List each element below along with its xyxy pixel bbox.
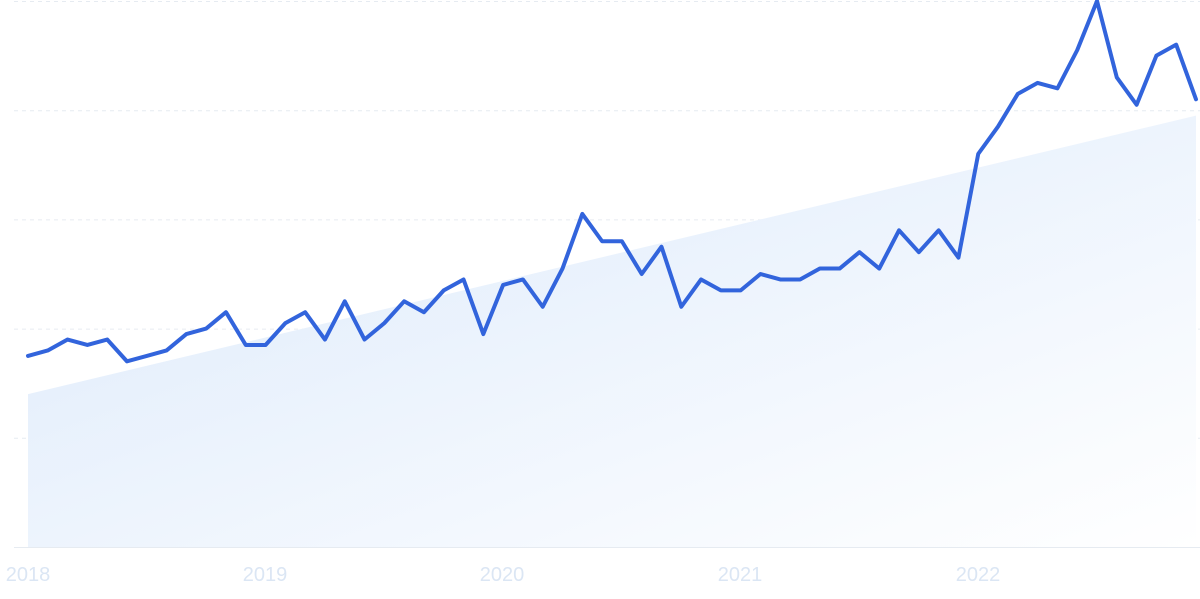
x-tick-label: 2020: [480, 564, 525, 586]
series-layer: [26, 0, 1198, 364]
series-line: [26, 0, 1198, 364]
x-tick-label: 2018: [6, 564, 51, 586]
trend-area: [28, 115, 1196, 547]
x-tick-label: 2019: [243, 564, 288, 586]
trend-area-fill: [28, 115, 1196, 547]
x-tick-label: 2021: [718, 564, 763, 586]
x-axis-ticks: 2018 2019 2020 2021 2022: [6, 564, 1001, 586]
x-tick-label: 2022: [956, 564, 1001, 586]
